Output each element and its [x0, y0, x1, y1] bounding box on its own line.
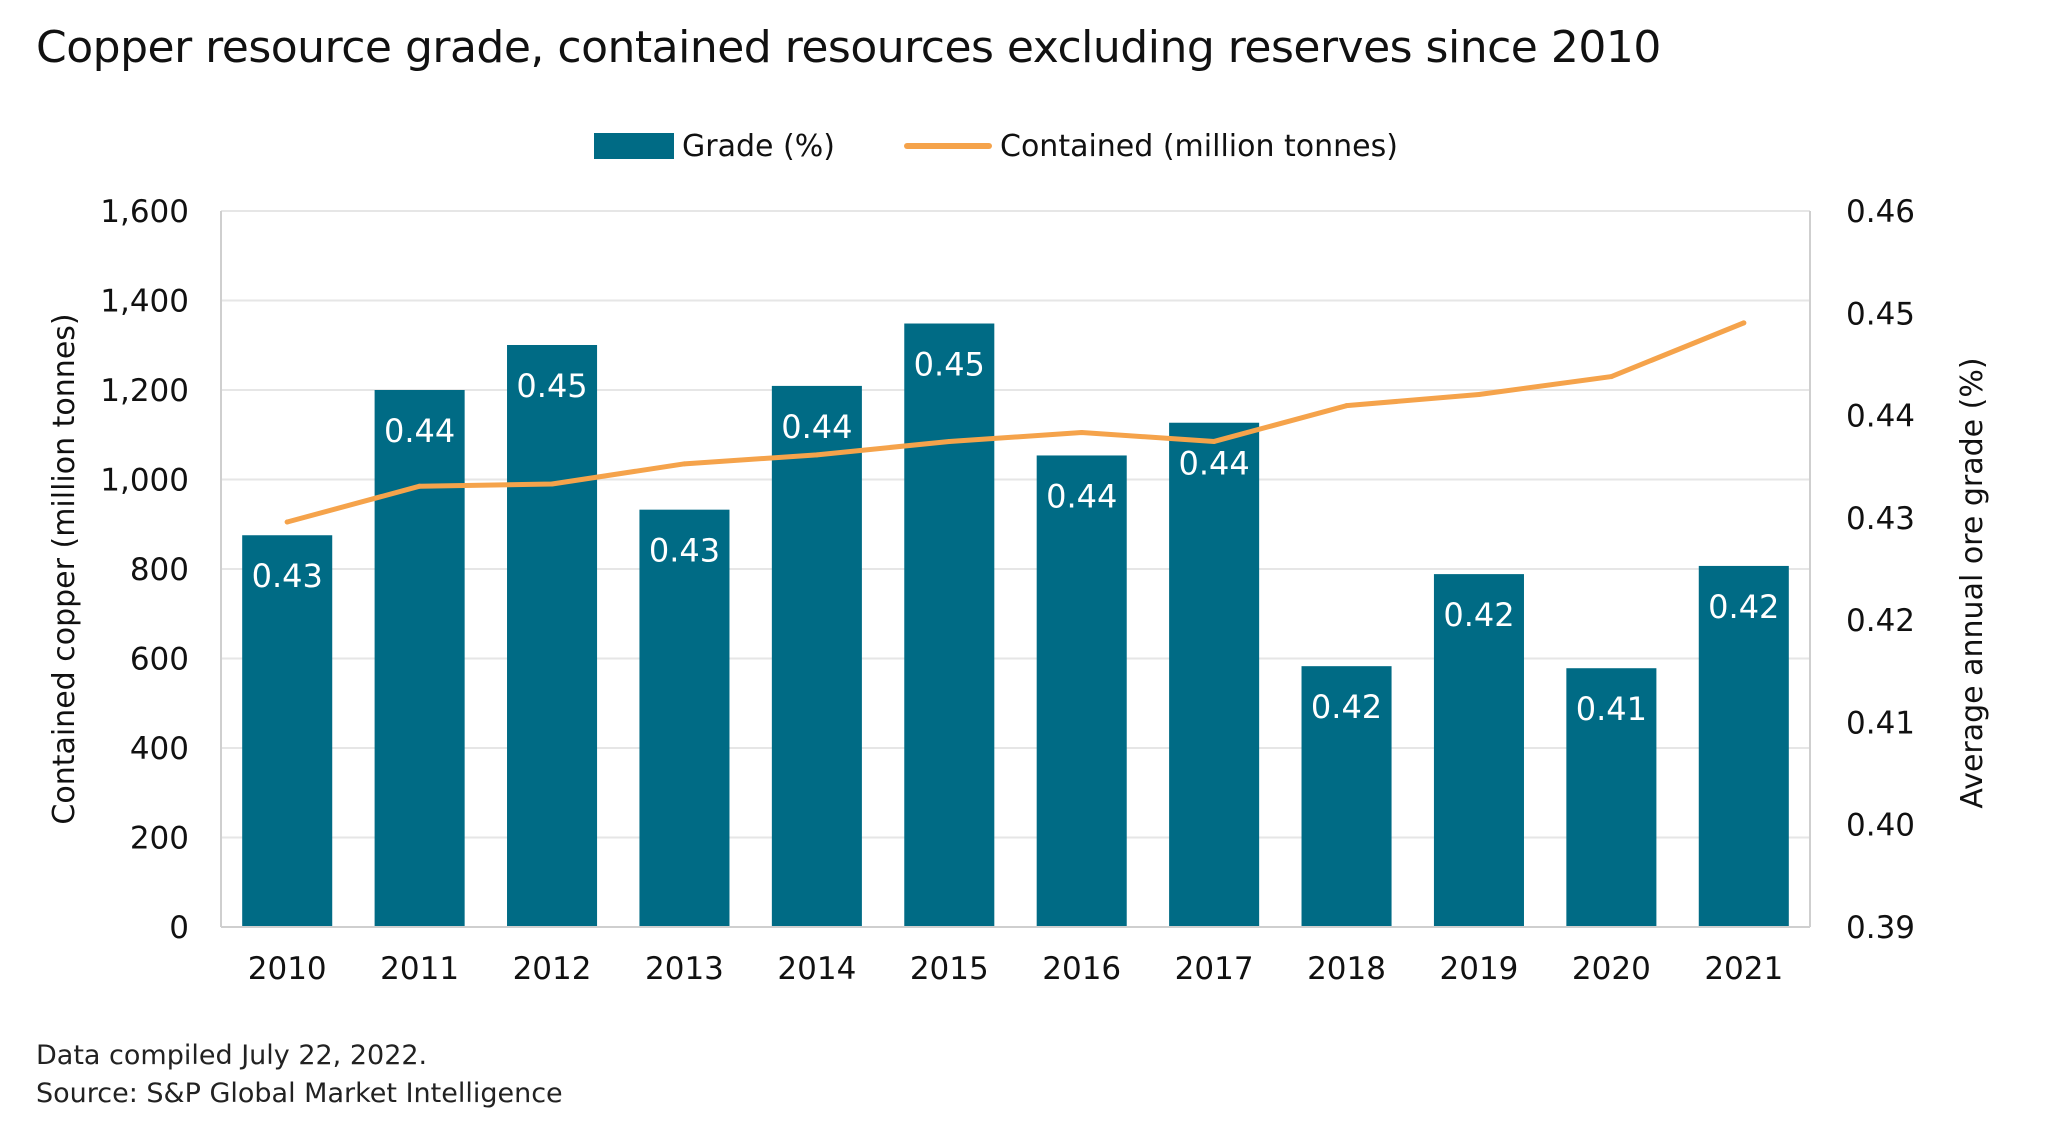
y2-tick-label: 0.45 [1846, 296, 1915, 332]
footnote-compiled: Data compiled July 22, 2022. [36, 1040, 428, 1071]
bar-label-2014: 0.44 [781, 408, 852, 446]
y-axis-title: Contained copper (million tonnes) [47, 313, 82, 824]
y-tick-label: 1,400 [100, 284, 189, 320]
x-tick-label: 2019 [1440, 951, 1519, 987]
contained-point-2021 [1741, 320, 1747, 326]
bars [242, 323, 1789, 928]
legend: Grade (%) Contained (million tonnes) [0, 126, 2048, 166]
contained-point-2010 [284, 519, 290, 525]
x-tick-label: 2012 [513, 951, 592, 987]
y2-tick-label: 0.42 [1846, 603, 1915, 639]
y-tick-label: 0 [169, 910, 189, 946]
legend-label-contained: Contained (million tonnes) [1000, 128, 1398, 164]
contained-point-2015 [946, 438, 952, 444]
y-tick-label: 1,000 [100, 463, 189, 499]
contained-point-2014 [814, 452, 820, 458]
grid-lines [221, 210, 1810, 839]
y-tick-label: 200 [130, 821, 189, 857]
y2-tick-label: 0.46 [1846, 194, 1915, 230]
bar-2019 [1433, 574, 1524, 927]
y-tick-label: 400 [130, 731, 189, 767]
bar-label-2011: 0.44 [384, 412, 455, 450]
bar-2014 [771, 385, 862, 927]
x-tick-label: 2014 [777, 951, 856, 987]
legend-item-contained: Contained (million tonnes) [904, 126, 1398, 166]
contained-line-layer [284, 320, 1747, 525]
bar-2016 [1036, 455, 1127, 927]
footnote-source: Source: S&P Global Market Intelligence [36, 1078, 563, 1109]
contained-point-2013 [681, 461, 687, 467]
bar-2015 [904, 323, 995, 927]
contained-point-2018 [1344, 403, 1350, 409]
contained-point-2020 [1608, 374, 1614, 380]
bar-label-2019: 0.42 [1443, 596, 1514, 634]
contained-point-2017 [1211, 438, 1217, 444]
y2-tick-label: 0.41 [1846, 705, 1915, 741]
bar-2020 [1566, 668, 1657, 927]
bar-label-2016: 0.44 [1046, 477, 1117, 515]
x-tick-label: 2015 [910, 951, 989, 987]
contained-point-2016 [1079, 430, 1085, 436]
bar-label-2010: 0.43 [252, 557, 323, 595]
bar-2010 [242, 535, 333, 927]
y2-tick-label: 0.44 [1846, 399, 1915, 435]
x-tick-label: 2021 [1704, 951, 1783, 987]
bar-2021 [1698, 565, 1789, 927]
y-tick-label: 1,600 [100, 194, 189, 230]
legend-swatch-bar [594, 133, 674, 159]
x-tick-label: 2020 [1572, 951, 1651, 987]
bar-2018 [1301, 666, 1392, 927]
x-tick-label: 2018 [1307, 951, 1386, 987]
bar-2012 [507, 344, 598, 928]
contained-point-2011 [417, 483, 423, 489]
legend-label-grade: Grade (%) [682, 128, 835, 164]
x-tick-label: 2013 [645, 951, 724, 987]
contained-point-2012 [549, 481, 555, 487]
chart-plot: 0.43 0.44 0.45 0.43 0.44 0.45 0.44 0.44 0.42 0.42… [47, 194, 1990, 987]
bar-label-2013: 0.43 [649, 532, 720, 570]
y2-tick-label: 0.40 [1846, 808, 1915, 844]
chart-title: Copper resource grade, contained resourc… [36, 22, 1661, 73]
x-tick-label: 2010 [248, 951, 327, 987]
y-tick-label: 1,200 [100, 373, 189, 409]
contained-point-2019 [1476, 391, 1482, 397]
bar-2017 [1169, 422, 1260, 927]
bar-label-2015: 0.45 [914, 346, 985, 384]
x-tick-label: 2011 [380, 951, 459, 987]
bar-label-2018: 0.42 [1311, 688, 1382, 726]
bar-label-2017: 0.44 [1179, 445, 1250, 483]
bar-labels: 0.43 0.44 0.45 0.43 0.44 0.45 0.44 0.44 0.42 0.42… [252, 346, 1780, 729]
axes: 0 200 400 600 800 1,000 1,200 1,400 1,600 0.39 0.4… [47, 194, 1990, 987]
y2-tick-label: 0.43 [1846, 501, 1915, 537]
y2-tick-label: 0.39 [1846, 910, 1915, 946]
y-tick-label: 800 [130, 552, 189, 588]
x-tick-label: 2016 [1042, 951, 1121, 987]
bar-label-2021: 0.42 [1708, 588, 1779, 626]
bar-2011 [374, 390, 465, 927]
y-tick-label: 600 [130, 642, 189, 678]
bar-2013 [639, 509, 730, 927]
bar-label-2020: 0.41 [1576, 690, 1647, 728]
x-tick-label: 2017 [1175, 951, 1254, 987]
legend-item-grade: Grade (%) [594, 126, 835, 166]
bar-label-2012: 0.45 [516, 367, 587, 405]
contained-line [284, 320, 1747, 525]
y2-axis-title: Average annual ore grade (%) [1955, 357, 1990, 808]
legend-swatch-line [904, 143, 992, 149]
